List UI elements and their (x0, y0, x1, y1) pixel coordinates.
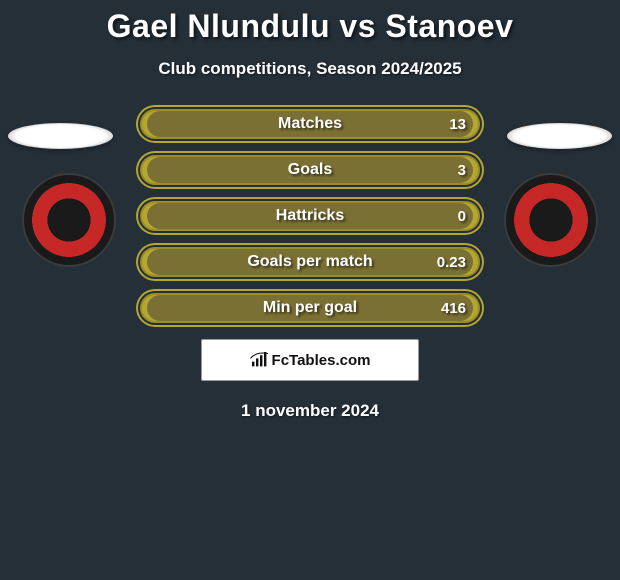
club-badge-left (24, 175, 114, 265)
stat-bar: Matches13 (140, 109, 480, 139)
stat-bar-fill (147, 157, 473, 183)
stat-bar: Min per goal416 (140, 293, 480, 323)
stat-bar-fill (147, 295, 473, 321)
stat-bar: Goals3 (140, 155, 480, 185)
attribution-text: FcTables.com (272, 352, 371, 369)
team-logo-placeholder-right (507, 123, 612, 149)
date-text: 1 november 2024 (0, 401, 620, 421)
club-badge-right (506, 175, 596, 265)
bar-chart-icon (250, 352, 270, 368)
stat-bar-fill (147, 111, 473, 137)
attribution-box: FcTables.com (201, 339, 419, 381)
stat-bar: Hattricks0 (140, 201, 480, 231)
page-subtitle: Club competitions, Season 2024/2025 (0, 59, 620, 79)
stats-bars: Matches13 Goals3 Hattricks0 Goals per match… (140, 109, 480, 323)
stat-bar: Goals per match0.23 (140, 247, 480, 277)
stat-bar-fill (147, 249, 473, 275)
stat-bar-fill (147, 203, 473, 229)
team-logo-placeholder-left (8, 123, 113, 149)
page-title: Gael Nlundulu vs Stanoev (0, 0, 620, 45)
